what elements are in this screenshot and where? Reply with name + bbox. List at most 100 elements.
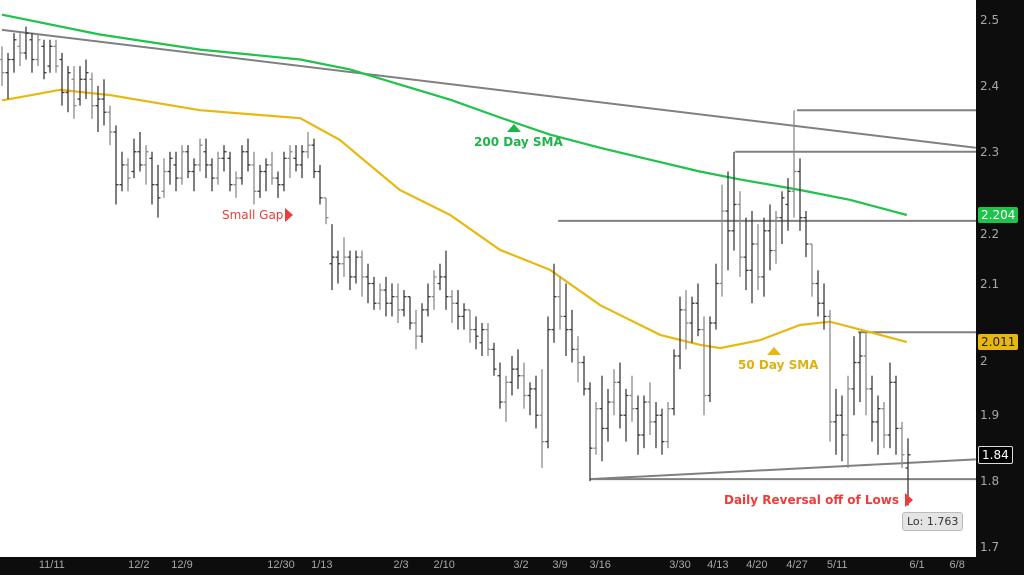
ohlc-bar — [641, 395, 647, 449]
sma50-label: 50 Day SMA — [738, 358, 819, 372]
ohlc-bar — [803, 211, 809, 258]
ohlc-bar — [527, 382, 533, 416]
y-tick-label: 2.1 — [980, 276, 1000, 291]
ohlc-bar — [581, 355, 587, 396]
ohlc-bar — [503, 375, 509, 422]
ohlc-bar — [359, 250, 365, 297]
ohlc-bar — [629, 375, 635, 422]
ohlc-bar — [101, 79, 107, 126]
ohlc-bar — [29, 33, 35, 73]
ohlc-bar — [431, 270, 437, 310]
ohlc-bar — [413, 309, 419, 350]
ohlc-bar — [389, 283, 395, 317]
ohlc-bar — [47, 39, 53, 73]
ohlc-bar — [251, 151, 257, 205]
ohlc-bar — [473, 316, 479, 350]
ohlc-bar — [173, 151, 179, 192]
trendline — [1, 28, 976, 149]
ohlc-bar — [203, 138, 209, 179]
ohlc-bar — [593, 402, 599, 455]
ohlc-bar — [401, 290, 407, 317]
ohlc-bar — [383, 276, 389, 317]
ohlc-bar — [809, 243, 815, 297]
ohlc-bar — [113, 125, 119, 205]
ohlc-bar — [269, 151, 275, 185]
ohlc-bar — [89, 72, 95, 119]
ohlc-bar — [41, 39, 47, 80]
ohlc-bar — [749, 211, 755, 304]
ohlc-bar — [545, 316, 551, 449]
ohlc-bar — [515, 349, 521, 389]
sma200-annotation: 200 Day SMA — [474, 124, 563, 149]
ohlc-bar — [329, 224, 335, 291]
ohlc-bar — [461, 303, 467, 330]
ohlc-bar — [689, 296, 695, 343]
ohlc-bar — [293, 145, 299, 172]
ohlc-bar — [737, 191, 743, 277]
x-tick-label: 5/11 — [826, 559, 848, 571]
ohlc-bar — [485, 323, 491, 356]
ohlc-bar — [95, 85, 101, 132]
ohlc-bar — [443, 250, 449, 310]
ohlc-bar — [539, 369, 545, 468]
ohlc-bar — [659, 408, 665, 455]
ohlc-bar — [827, 309, 833, 442]
ohlc-bar — [233, 171, 239, 198]
ohlc-bar — [83, 59, 89, 100]
x-tick-label: 2/10 — [433, 559, 455, 571]
ohlc-bar — [887, 362, 893, 449]
sma50-line — [1, 88, 908, 350]
time-axis[interactable] — [0, 557, 976, 575]
sma200-line — [1, 13, 908, 217]
price-tag: 2.011 — [978, 334, 1019, 351]
ohlc-bar — [227, 151, 233, 192]
ohlc-bar — [59, 52, 65, 106]
ohlc-bar — [71, 66, 77, 119]
ohlc-bar — [149, 151, 155, 205]
ohlc-bar — [677, 296, 683, 370]
ohlc-bar — [719, 184, 725, 297]
ohlc-bar — [161, 158, 167, 198]
price-tag: 2.204 — [978, 206, 1019, 223]
ohlc-bar — [209, 158, 215, 192]
ohlc-bar — [65, 66, 71, 113]
ohlc-bar — [491, 342, 497, 376]
daily-reversal-label: Daily Reversal off of Lows — [724, 493, 899, 507]
y-tick-label: 1.9 — [980, 408, 1000, 423]
ohlc-bar — [821, 283, 827, 330]
x-tick-label: 11/11 — [38, 559, 65, 571]
ohlc-bar — [335, 250, 341, 284]
ohlc-bar — [425, 283, 431, 317]
ohlc-bar — [671, 349, 677, 416]
price-axis[interactable] — [976, 0, 1024, 575]
ohlc-bar — [191, 158, 197, 192]
ohlc-bar — [17, 33, 23, 67]
ohlc-bar — [197, 138, 203, 172]
ohlc-bar — [125, 158, 131, 192]
ohlc-bar — [551, 263, 557, 343]
ohlc-bar — [239, 145, 245, 185]
ohlc-bar — [479, 323, 485, 356]
ohlc-bar — [743, 217, 749, 291]
ohlc-bar — [785, 178, 791, 231]
ohlc-bar — [833, 388, 839, 455]
x-tick-label: 3/2 — [513, 559, 529, 571]
ohlc-bar — [509, 355, 515, 396]
ohlc-bar — [455, 290, 461, 330]
ohlc-bar — [311, 138, 317, 179]
ohlc-bar — [215, 151, 221, 185]
ohlc-bar — [23, 26, 29, 60]
ohlc-bar — [467, 309, 473, 343]
ohlc-bar — [353, 250, 359, 284]
sma50-annotation: 50 Day SMA — [738, 347, 819, 372]
x-tick-label: 3/9 — [552, 559, 568, 571]
ohlc-bar — [635, 395, 641, 455]
ohlc-bar — [287, 145, 293, 179]
x-tick-label: 2/3 — [393, 559, 409, 571]
ohlc-bar — [437, 263, 443, 291]
ohlc-bar — [341, 237, 347, 277]
ohlc-bar — [419, 303, 425, 343]
x-tick-label: 12/30 — [267, 559, 295, 571]
x-tick-label: 1/13 — [311, 559, 333, 571]
